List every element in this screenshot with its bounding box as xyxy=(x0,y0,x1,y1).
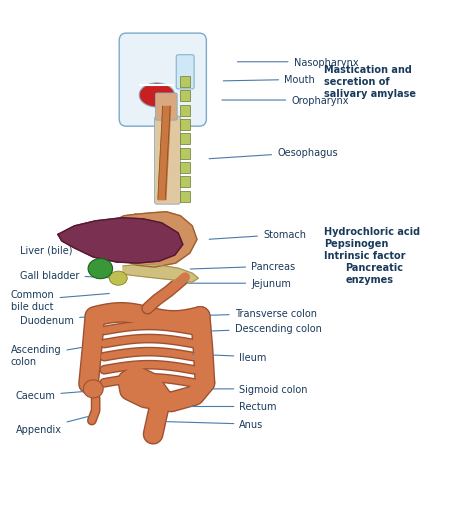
Ellipse shape xyxy=(109,272,127,286)
Text: Hydrochloric acid
Pepsinogen
Intrinsic factor: Hydrochloric acid Pepsinogen Intrinsic f… xyxy=(324,227,420,260)
Text: Nasopharynx: Nasopharynx xyxy=(237,58,358,68)
Bar xyxy=(180,177,190,188)
Text: Oropharynx: Oropharynx xyxy=(222,96,349,106)
Bar xyxy=(180,106,190,116)
Bar xyxy=(180,91,190,102)
Bar xyxy=(180,148,190,160)
FancyBboxPatch shape xyxy=(119,34,206,127)
Text: Stomach: Stomach xyxy=(209,230,306,240)
Bar xyxy=(180,163,190,174)
Polygon shape xyxy=(108,212,197,268)
Text: Duodenum: Duodenum xyxy=(20,315,109,325)
Text: Ileum: Ileum xyxy=(192,352,267,362)
Text: Gall bladder: Gall bladder xyxy=(20,270,114,280)
Text: Liver (bile): Liver (bile) xyxy=(20,245,140,255)
Text: Jejunum: Jejunum xyxy=(188,279,291,289)
Text: Caecum: Caecum xyxy=(16,391,95,400)
Ellipse shape xyxy=(88,259,113,279)
Text: Appendix: Appendix xyxy=(16,415,95,434)
Text: Pancreas: Pancreas xyxy=(190,262,295,272)
Text: Ascending
colon: Ascending colon xyxy=(11,345,93,366)
FancyBboxPatch shape xyxy=(155,94,177,121)
Text: Pancreatic
enzymes: Pancreatic enzymes xyxy=(346,263,403,284)
Bar xyxy=(180,134,190,145)
Text: Mastication and
secretion of
salivary amylase: Mastication and secretion of salivary am… xyxy=(324,65,416,98)
Polygon shape xyxy=(58,218,183,264)
Text: Sigmoid colon: Sigmoid colon xyxy=(183,384,308,394)
Polygon shape xyxy=(123,265,198,283)
FancyBboxPatch shape xyxy=(176,56,194,90)
Text: Transverse colon: Transverse colon xyxy=(188,309,317,319)
Text: Oesophagus: Oesophagus xyxy=(209,148,337,160)
Text: Rectum: Rectum xyxy=(174,401,277,412)
Bar xyxy=(180,77,190,88)
Ellipse shape xyxy=(139,84,174,108)
Bar xyxy=(180,191,190,203)
Bar xyxy=(180,120,190,131)
Text: Descending colon: Descending colon xyxy=(200,324,321,334)
Text: Common
bile duct: Common bile duct xyxy=(11,289,109,311)
Ellipse shape xyxy=(83,380,103,398)
Text: Mouth: Mouth xyxy=(223,75,315,85)
FancyBboxPatch shape xyxy=(155,117,181,205)
Text: Anus: Anus xyxy=(167,419,264,429)
